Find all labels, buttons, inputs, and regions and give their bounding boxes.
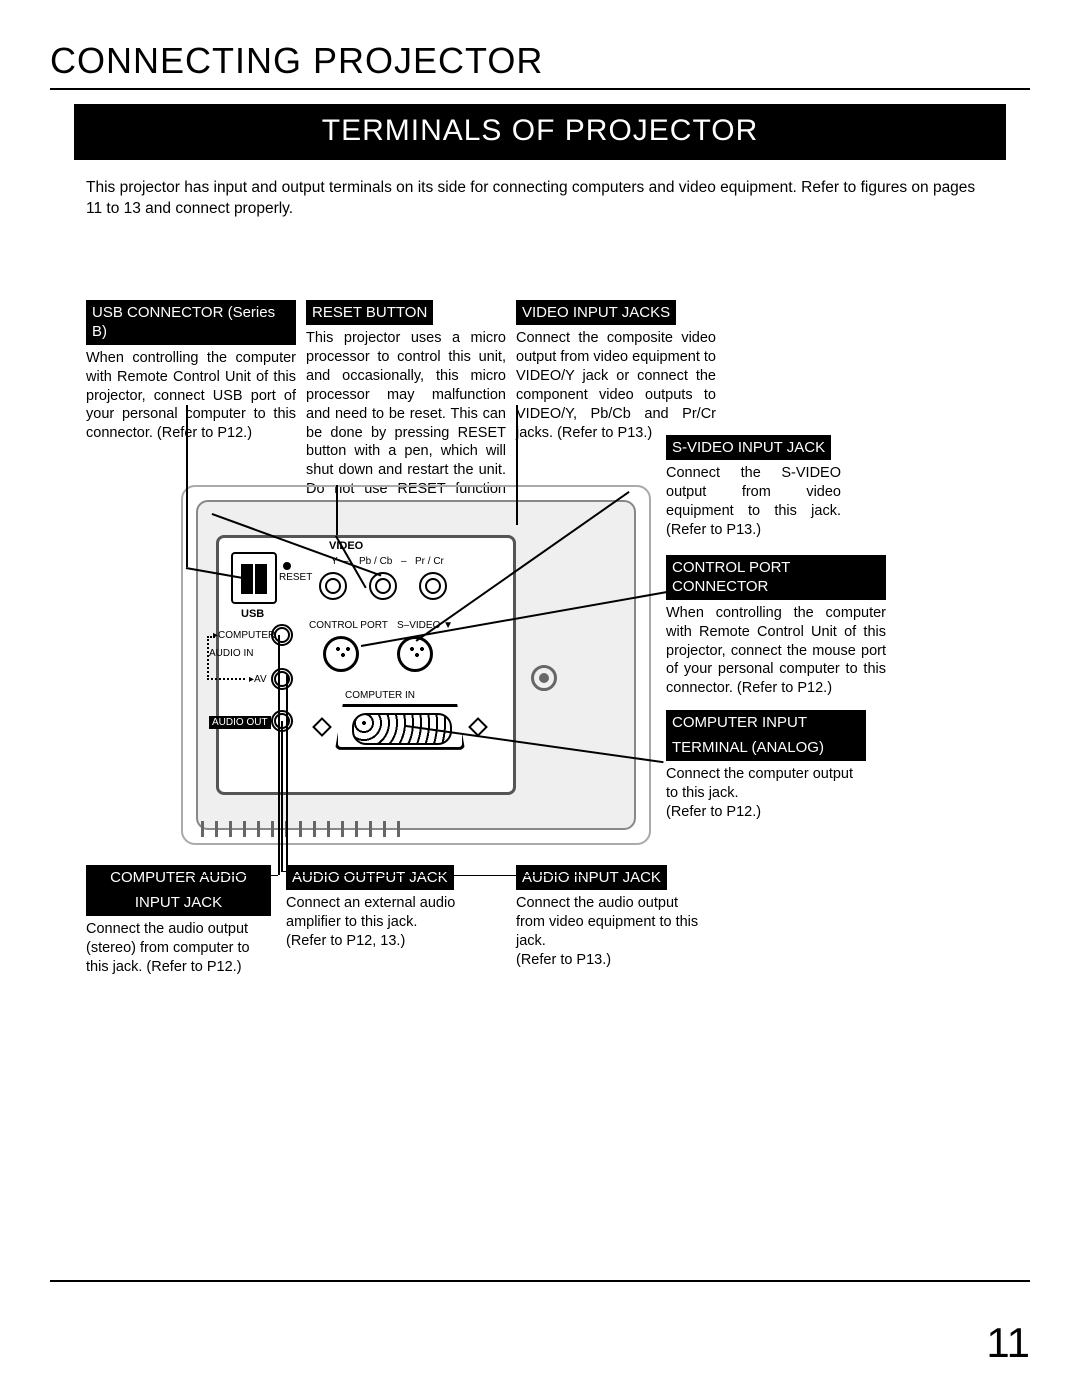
computer-in-ref: (Refer to P12.): [666, 803, 866, 822]
comp-audio-text: Connect the audio output (stereo) from c…: [86, 920, 271, 977]
av-audio-jack-icon: [271, 668, 293, 690]
audio-in-ref: (Refer to P13.): [516, 951, 706, 970]
page-heading: CONNECTING PROJECTOR: [50, 40, 1030, 90]
terminal-panel: USB RESET VIDEO Y – Pb / Cb – Pr / Cr ▸C…: [216, 535, 516, 795]
computer-in-port-label: COMPUTER IN: [345, 690, 415, 701]
comp-audio-label2: INPUT JACK: [86, 890, 271, 916]
callout-usb: USB CONNECTOR (Series B) When controllin…: [86, 300, 296, 443]
svideo-text: Connect the S-VIDEO output from video eq…: [666, 464, 841, 539]
reset-label: RESET BUTTON: [306, 300, 433, 326]
audio-out-text: Connect an external audio amplifier to t…: [286, 894, 466, 932]
section-title-bar: TERMINALS OF PROJECTOR: [74, 104, 1006, 160]
video-pbcb-jack-icon: [369, 572, 397, 600]
callout-svideo: S-VIDEO INPUT JACK Connect the S-VIDEO o…: [666, 435, 841, 540]
terminal-diagram: USB RESET VIDEO Y – Pb / Cb – Pr / Cr ▸C…: [86, 525, 656, 875]
computer-in-label1: COMPUTER INPUT: [666, 710, 866, 736]
audio-out-port-label: AUDIO OUT: [209, 716, 271, 729]
video-row-label: VIDEO: [329, 540, 363, 552]
video-label: VIDEO INPUT JACKS: [516, 300, 676, 326]
usb-port-label: USB: [241, 608, 264, 620]
computer-in-text: Connect the computer output to this jack…: [666, 765, 866, 803]
callout-computer-in: COMPUTER INPUT TERMINAL (ANALOG) Connect…: [666, 710, 866, 822]
control-text: When controlling the computer with Remot…: [666, 604, 886, 698]
callout-audio-in: AUDIO INPUT JACK Connect the audio outpu…: [516, 865, 706, 970]
audio-in-text: Connect the audio output from video equi…: [516, 894, 706, 951]
video-y-jack-icon: [319, 572, 347, 600]
usb-text: When controlling the computer with Remot…: [86, 349, 296, 443]
content-area: USB CONNECTOR (Series B) When controllin…: [86, 300, 994, 1020]
computer-audio-jack-icon: [271, 624, 293, 646]
callout-video: VIDEO INPUT JACKS Connect the composite …: [516, 300, 716, 443]
av-audio-label: ▸AV: [249, 674, 267, 685]
pbcb-label: Pb / Cb: [359, 556, 392, 567]
intro-text: This projector has input and output term…: [86, 178, 994, 220]
video-text: Connect the composite video output from …: [516, 329, 716, 442]
reset-port-label: RESET: [279, 572, 312, 583]
usb-port-icon: [231, 552, 277, 604]
vga-port-icon: [335, 704, 465, 750]
page-number: 11: [986, 1319, 1030, 1367]
computer-in-label2: TERMINAL (ANALOG): [666, 735, 866, 761]
control-port-icon: [323, 636, 359, 672]
svideo-port-icon: [397, 636, 433, 672]
video-prcr-jack-icon: [419, 572, 447, 600]
control-label: CONTROL PORT CONNECTOR: [666, 555, 886, 600]
audio-in-row-label: AUDIO IN: [209, 648, 253, 659]
callout-audio-out: AUDIO OUTPUT JACK Connect an external au…: [286, 865, 466, 951]
usb-label: USB CONNECTOR (Series B): [86, 300, 296, 345]
prcr-label: Pr / Cr: [415, 556, 444, 567]
audio-out-ref: (Refer to P12, 13.): [286, 932, 466, 951]
callout-control: CONTROL PORT CONNECTOR When controlling …: [666, 555, 886, 698]
control-port-label: CONTROL PORT: [309, 620, 388, 631]
callout-comp-audio: COMPUTER AUDIO INPUT JACK Connect the au…: [86, 865, 271, 977]
computer-audio-label: ▸COMPUTER: [213, 630, 275, 641]
svideo-label: S-VIDEO INPUT JACK: [666, 435, 831, 461]
reset-button-icon: [283, 562, 291, 570]
